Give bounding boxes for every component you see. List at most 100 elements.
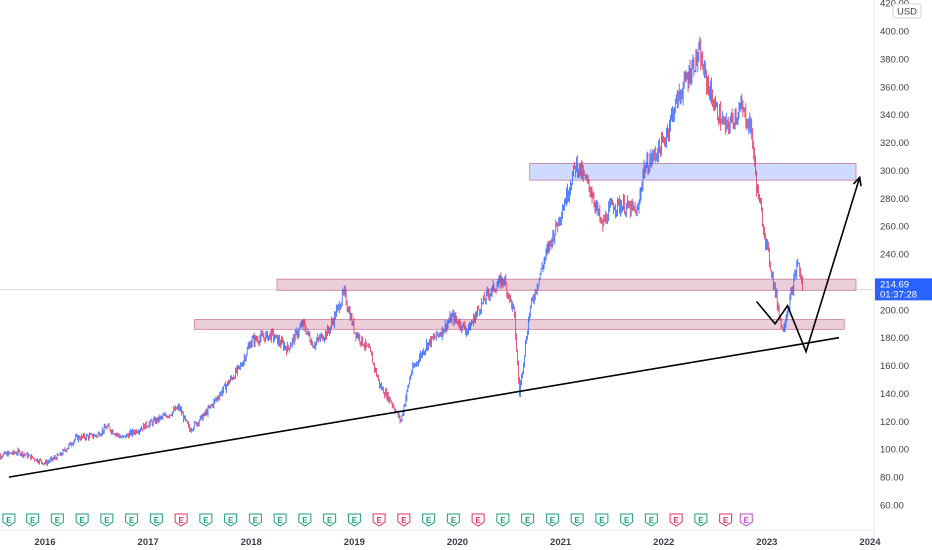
earnings-marker[interactable]: E (372, 513, 386, 527)
price-tick-label: 80.00 (880, 473, 904, 484)
time-tick-label: 2021 (550, 537, 572, 548)
earnings-marker[interactable]: E (545, 513, 559, 527)
price-tick-label: 120.00 (880, 417, 909, 428)
earnings-marker-label: E (525, 516, 531, 525)
earnings-marker[interactable]: E (471, 513, 485, 527)
price-tick-label: 280.00 (880, 194, 909, 205)
price-tick-label: 300.00 (880, 166, 909, 177)
earnings-marker[interactable]: E (100, 513, 114, 527)
earnings-marker-label: E (744, 516, 750, 525)
price-tick-label: 240.00 (880, 250, 909, 261)
last-price-value: 214.69 (880, 279, 909, 290)
earnings-marker[interactable]: E (248, 513, 262, 527)
support-trendline[interactable] (8, 336, 840, 478)
earnings-marker-label: E (698, 516, 704, 525)
earnings-marker-label: E (451, 516, 457, 525)
earnings-marker[interactable]: E (273, 513, 287, 527)
earnings-marker-label: E (302, 516, 308, 525)
last-price-badge: 214.69 01:37:28 (875, 278, 932, 301)
earnings-marker-label: E (327, 516, 333, 525)
time-tick-label: 2017 (138, 537, 159, 548)
earnings-marker-label: E (426, 516, 432, 525)
earnings-marker[interactable]: E (496, 513, 510, 527)
countdown-timer: 01:37:28 (880, 289, 917, 300)
earnings-marker-label: E (352, 516, 358, 525)
projection-path (755, 175, 862, 355)
price-tick-label: 360.00 (880, 82, 909, 93)
earnings-marker[interactable]: E (298, 513, 312, 527)
earnings-marker-label: E (401, 516, 407, 525)
earnings-marker-label: E (500, 516, 506, 525)
earnings-marker-label: E (376, 516, 382, 525)
earnings-marker-label: E (30, 516, 36, 525)
earnings-marker-label: E (723, 516, 729, 525)
earnings-marker-label: E (203, 516, 209, 525)
time-tick-label: 2023 (756, 537, 777, 548)
earnings-marker-label: E (6, 516, 12, 525)
price-tick-label: 400.00 (880, 26, 909, 37)
candlesticks (0, 36, 804, 466)
earnings-marker[interactable]: E (174, 513, 188, 527)
projection-arrowhead (852, 175, 862, 187)
earnings-marker[interactable]: E (644, 513, 658, 527)
earnings-marker[interactable]: E (739, 513, 753, 527)
earnings-marker-label: E (649, 516, 655, 525)
price-tick-label: 200.00 (880, 305, 909, 316)
price-axis: 60.00 80.00 100.00 120.00 140.00 160.00 180.00… (880, 0, 909, 512)
earnings-marker-label: E (55, 516, 61, 525)
projected-path[interactable] (755, 177, 861, 355)
earnings-marker-label: E (228, 516, 234, 525)
earnings-marker[interactable]: E (595, 513, 609, 527)
earnings-marker[interactable]: E (224, 513, 238, 527)
time-tick-label: 2020 (447, 537, 468, 548)
time-tick-label: 2019 (344, 537, 365, 548)
earnings-marker-label: E (79, 516, 85, 525)
earnings-marker[interactable]: E (125, 513, 139, 527)
price-tick-label: 160.00 (880, 361, 909, 372)
earnings-marker[interactable]: E (323, 513, 337, 527)
earnings-marker[interactable]: E (199, 513, 213, 527)
earnings-marker[interactable]: E (2, 513, 16, 527)
price-tick-label: 140.00 (880, 389, 909, 400)
earnings-marker[interactable]: E (570, 513, 584, 527)
earnings-marker-label: E (178, 516, 184, 525)
price-tick-label: 260.00 (880, 222, 909, 233)
earnings-marker[interactable]: E (50, 513, 64, 527)
currency-label: USD (897, 7, 917, 18)
currency-badge[interactable]: USD (892, 3, 922, 19)
earnings-marker-label: E (475, 516, 481, 525)
zone-220[interactable] (276, 278, 857, 291)
earnings-marker[interactable]: E (26, 513, 40, 527)
earnings-marker-label: E (253, 516, 259, 525)
price-tick-label: 60.00 (880, 501, 904, 512)
earnings-marker-label: E (104, 516, 110, 525)
time-tick-label: 2022 (653, 537, 674, 548)
earnings-marker[interactable]: E (669, 513, 683, 527)
earnings-marker-label: E (277, 516, 283, 525)
earnings-marker[interactable]: E (446, 513, 460, 527)
earnings-marker[interactable]: E (694, 513, 708, 527)
price-zones (194, 163, 857, 330)
time-tick-label: 2018 (241, 537, 262, 548)
earnings-marker[interactable]: E (620, 513, 634, 527)
earnings-marker[interactable]: E (422, 513, 436, 527)
resistance-zone-300[interactable] (529, 163, 857, 181)
price-tick-label: 320.00 (880, 138, 909, 149)
zone-190[interactable] (194, 319, 845, 330)
earnings-marker-label: E (129, 516, 135, 525)
trendline (8, 336, 840, 478)
price-tick-label: 340.00 (880, 110, 909, 121)
time-axis: 2016 2017 2018 2019 2020 2021 2022 2023 2024 (34, 537, 881, 548)
earnings-marker-label: E (599, 516, 605, 525)
price-tick-label: 180.00 (880, 333, 909, 344)
earnings-marker[interactable]: E (521, 513, 535, 527)
earnings-marker[interactable]: E (397, 513, 411, 527)
earnings-marker[interactable]: E (75, 513, 89, 527)
earnings-marker[interactable]: E (149, 513, 163, 527)
time-tick-label: 2016 (34, 537, 55, 548)
earnings-marker[interactable]: E (347, 513, 361, 527)
price-tick-label: 100.00 (880, 445, 909, 456)
earnings-marker[interactable]: E (719, 513, 733, 527)
